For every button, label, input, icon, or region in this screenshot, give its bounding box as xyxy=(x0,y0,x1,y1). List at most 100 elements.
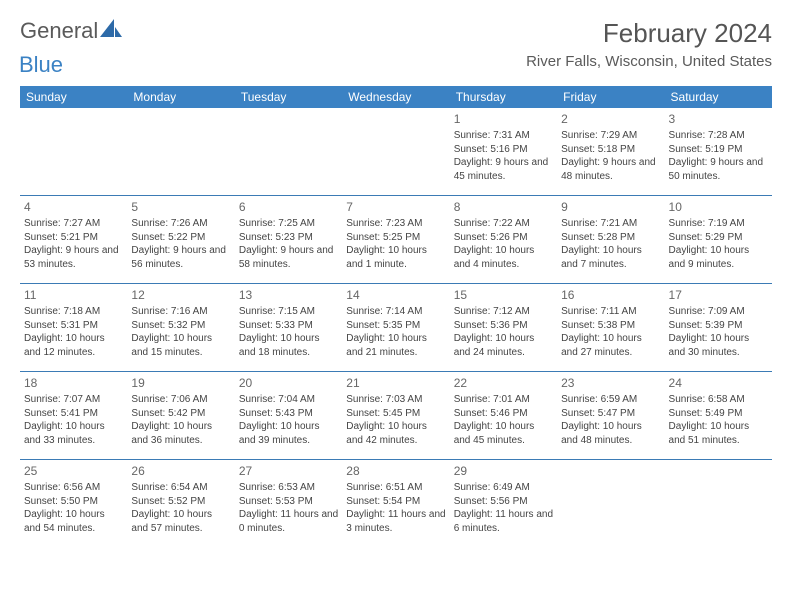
day-number: 6 xyxy=(239,199,338,215)
calendar-day-cell: 15Sunrise: 7:12 AMSunset: 5:36 PMDayligh… xyxy=(450,284,557,372)
day-number: 20 xyxy=(239,375,338,391)
day-sunset: Sunset: 5:53 PM xyxy=(239,495,338,509)
day-number: 29 xyxy=(454,463,553,479)
calendar-day-cell: 6 Sunrise: 7:25 AMSunset: 5:23 PMDaylight… xyxy=(235,196,342,284)
calendar-day-cell xyxy=(557,460,664,548)
weekday-header: Friday xyxy=(557,86,664,108)
day-daylight: Daylight: 10 hours and 36 minutes. xyxy=(131,420,230,447)
day-sunrise: Sunrise: 7:16 AM xyxy=(131,305,230,319)
day-sunset: Sunset: 5:50 PM xyxy=(24,495,123,509)
day-sunrise: Sunrise: 7:15 AM xyxy=(239,305,338,319)
day-daylight: Daylight: 10 hours and 45 minutes. xyxy=(454,420,553,447)
day-sunset: Sunset: 5:25 PM xyxy=(346,231,445,245)
calendar-week-row: 4 Sunrise: 7:27 AMSunset: 5:21 PM Daylight… xyxy=(20,196,772,284)
calendar-day-cell: 13Sunrise: 7:15 AMSunset: 5:33 PMDayligh… xyxy=(235,284,342,372)
day-daylight: Daylight: 10 hours and 15 minutes. xyxy=(131,332,230,359)
calendar-day-cell: 17Sunrise: 7:09 AMSunset: 5:39 PMDayligh… xyxy=(665,284,772,372)
day-sunset: Sunset: 5:47 PM xyxy=(561,407,660,421)
calendar-day-cell: 5Sunrise: 7:26 AMSunset: 5:22 PMDaylight… xyxy=(127,196,234,284)
calendar-day-cell: 4Sunrise: 7:27 AMSunset: 5:21 PMDaylight… xyxy=(20,196,127,284)
day-daylight: Daylight: 9 hours and 58 minutes. xyxy=(239,244,338,271)
day-daylight: Daylight: 10 hours and 48 minutes. xyxy=(561,420,660,447)
day-daylight: Daylight: 9 hours and 50 minutes. xyxy=(669,156,768,183)
day-sunset: Sunset: 5:32 PM xyxy=(131,319,230,333)
day-daylight: Daylight: 10 hours and 4 minutes. xyxy=(454,244,553,271)
day-daylight: Daylight: 10 hours and 39 minutes. xyxy=(239,420,338,447)
weekday-header: Saturday xyxy=(665,86,772,108)
calendar-table: SundayMondayTuesdayWednesdayThursdayFrid… xyxy=(20,86,772,547)
calendar-day-cell: 22Sunrise: 7:01 AMSunset: 5:46 PMDayligh… xyxy=(450,372,557,460)
day-sunrise: Sunrise: 6:56 AM xyxy=(24,481,123,495)
day-sunrise: Sunrise: 6:49 AM xyxy=(454,481,553,495)
calendar-day-cell: 28Sunrise: 6:51 AMSunset: 5:54 PMDayligh… xyxy=(342,460,449,548)
day-number: 18 xyxy=(24,375,123,391)
day-sunset: Sunset: 5:31 PM xyxy=(24,319,123,333)
day-daylight: Daylight: 10 hours and 1 minute. xyxy=(346,244,445,271)
day-sunset: Sunset: 5:52 PM xyxy=(131,495,230,509)
day-number: 13 xyxy=(239,287,338,303)
calendar-day-cell: 3Sunrise: 7:28 AMSunset: 5:19 PMDaylight… xyxy=(665,108,772,196)
calendar-week-row: 25Sunrise: 6:56 AMSunset: 5:50 PMDayligh… xyxy=(20,460,772,548)
day-daylight: Daylight: 10 hours and 18 minutes. xyxy=(239,332,338,359)
day-sunset: Sunset: 5:22 PM xyxy=(131,231,230,245)
day-sunset: Sunset: 5:23 PM xyxy=(239,231,338,245)
calendar-day-cell xyxy=(127,108,234,196)
day-sunrise: Sunrise: 7:09 AM xyxy=(669,305,768,319)
month-title: February 2024 xyxy=(526,18,772,49)
day-sunrise: Sunrise: 7:12 AM xyxy=(454,305,553,319)
day-sunset: Sunset: 5:54 PM xyxy=(346,495,445,509)
day-sunset: Sunset: 5:21 PM xyxy=(24,231,123,245)
day-sunset: Sunset: 5:42 PM xyxy=(131,407,230,421)
day-sunset: Sunset: 5:45 PM xyxy=(346,407,445,421)
day-sunset: Sunset: 5:26 PM xyxy=(454,231,553,245)
day-sunrise: Sunrise: 7:31 AM xyxy=(454,129,553,143)
day-sunrise: Sunrise: 7:25 AM xyxy=(239,217,338,231)
calendar-day-cell: 21Sunrise: 7:03 AMSunset: 5:45 PMDayligh… xyxy=(342,372,449,460)
day-daylight: Daylight: 10 hours and 24 minutes. xyxy=(454,332,553,359)
day-daylight: Daylight: 10 hours and 30 minutes. xyxy=(669,332,768,359)
day-sunrise: Sunrise: 7:01 AM xyxy=(454,393,553,407)
day-daylight: Daylight: 11 hours and 0 minutes. xyxy=(239,508,338,535)
calendar-day-cell: 8Sunrise: 7:22 AMSunset: 5:26 PMDaylight… xyxy=(450,196,557,284)
brand-logo: General xyxy=(20,18,124,44)
calendar-header-row: SundayMondayTuesdayWednesdayThursdayFrid… xyxy=(20,86,772,108)
day-sunset: Sunset: 5:16 PM xyxy=(454,143,553,157)
calendar-week-row: 11Sunrise: 7:18 AMSunset: 5:31 PMDayligh… xyxy=(20,284,772,372)
day-sunset: Sunset: 5:19 PM xyxy=(669,143,768,157)
day-sunset: Sunset: 5:49 PM xyxy=(669,407,768,421)
day-daylight: Daylight: 10 hours and 12 minutes. xyxy=(24,332,123,359)
calendar-day-cell: 19Sunrise: 7:06 AMSunset: 5:42 PMDayligh… xyxy=(127,372,234,460)
calendar-day-cell: 27Sunrise: 6:53 AMSunset: 5:53 PMDayligh… xyxy=(235,460,342,548)
calendar-day-cell: 14Sunrise: 7:14 AMSunset: 5:35 PMDayligh… xyxy=(342,284,449,372)
calendar-day-cell: 7Sunrise: 7:23 AMSunset: 5:25 PMDaylight… xyxy=(342,196,449,284)
weekday-header: Monday xyxy=(127,86,234,108)
calendar-day-cell: 9Sunrise: 7:21 AMSunset: 5:28 PMDaylight… xyxy=(557,196,664,284)
day-sunset: Sunset: 5:56 PM xyxy=(454,495,553,509)
calendar-body: 1Sunrise: 7:31 AMSunset: 5:16 PMDaylight… xyxy=(20,108,772,547)
day-sunset: Sunset: 5:18 PM xyxy=(561,143,660,157)
calendar-day-cell: 2Sunrise: 7:29 AMSunset: 5:18 PMDaylight… xyxy=(557,108,664,196)
day-number: 14 xyxy=(346,287,445,303)
day-sunrise: Sunrise: 6:51 AM xyxy=(346,481,445,495)
day-sunrise: Sunrise: 6:59 AM xyxy=(561,393,660,407)
day-sunset: Sunset: 5:36 PM xyxy=(454,319,553,333)
day-sunrise: Sunrise: 7:27 AM xyxy=(24,217,123,231)
calendar-day-cell: 10Sunrise: 7:19 AMSunset: 5:29 PMDayligh… xyxy=(665,196,772,284)
day-sunrise: Sunrise: 7:18 AM xyxy=(24,305,123,319)
day-sunrise: Sunrise: 7:07 AM xyxy=(24,393,123,407)
day-sunrise: Sunrise: 6:58 AM xyxy=(669,393,768,407)
day-sunrise: Sunrise: 7:29 AM xyxy=(561,129,660,143)
calendar-day-cell: 29Sunrise: 6:49 AMSunset: 5:56 PMDayligh… xyxy=(450,460,557,548)
day-number: 4 xyxy=(24,199,123,215)
day-sunset: Sunset: 5:41 PM xyxy=(24,407,123,421)
day-number: 16 xyxy=(561,287,660,303)
day-number: 2 xyxy=(561,111,660,127)
day-number: 22 xyxy=(454,375,553,391)
day-sunrise: Sunrise: 7:21 AM xyxy=(561,217,660,231)
day-number: 26 xyxy=(131,463,230,479)
calendar-day-cell xyxy=(342,108,449,196)
day-sunset: Sunset: 5:29 PM xyxy=(669,231,768,245)
day-number: 10 xyxy=(669,199,768,215)
day-number: 11 xyxy=(24,287,123,303)
calendar-day-cell: 26Sunrise: 6:54 AMSunset: 5:52 PMDayligh… xyxy=(127,460,234,548)
